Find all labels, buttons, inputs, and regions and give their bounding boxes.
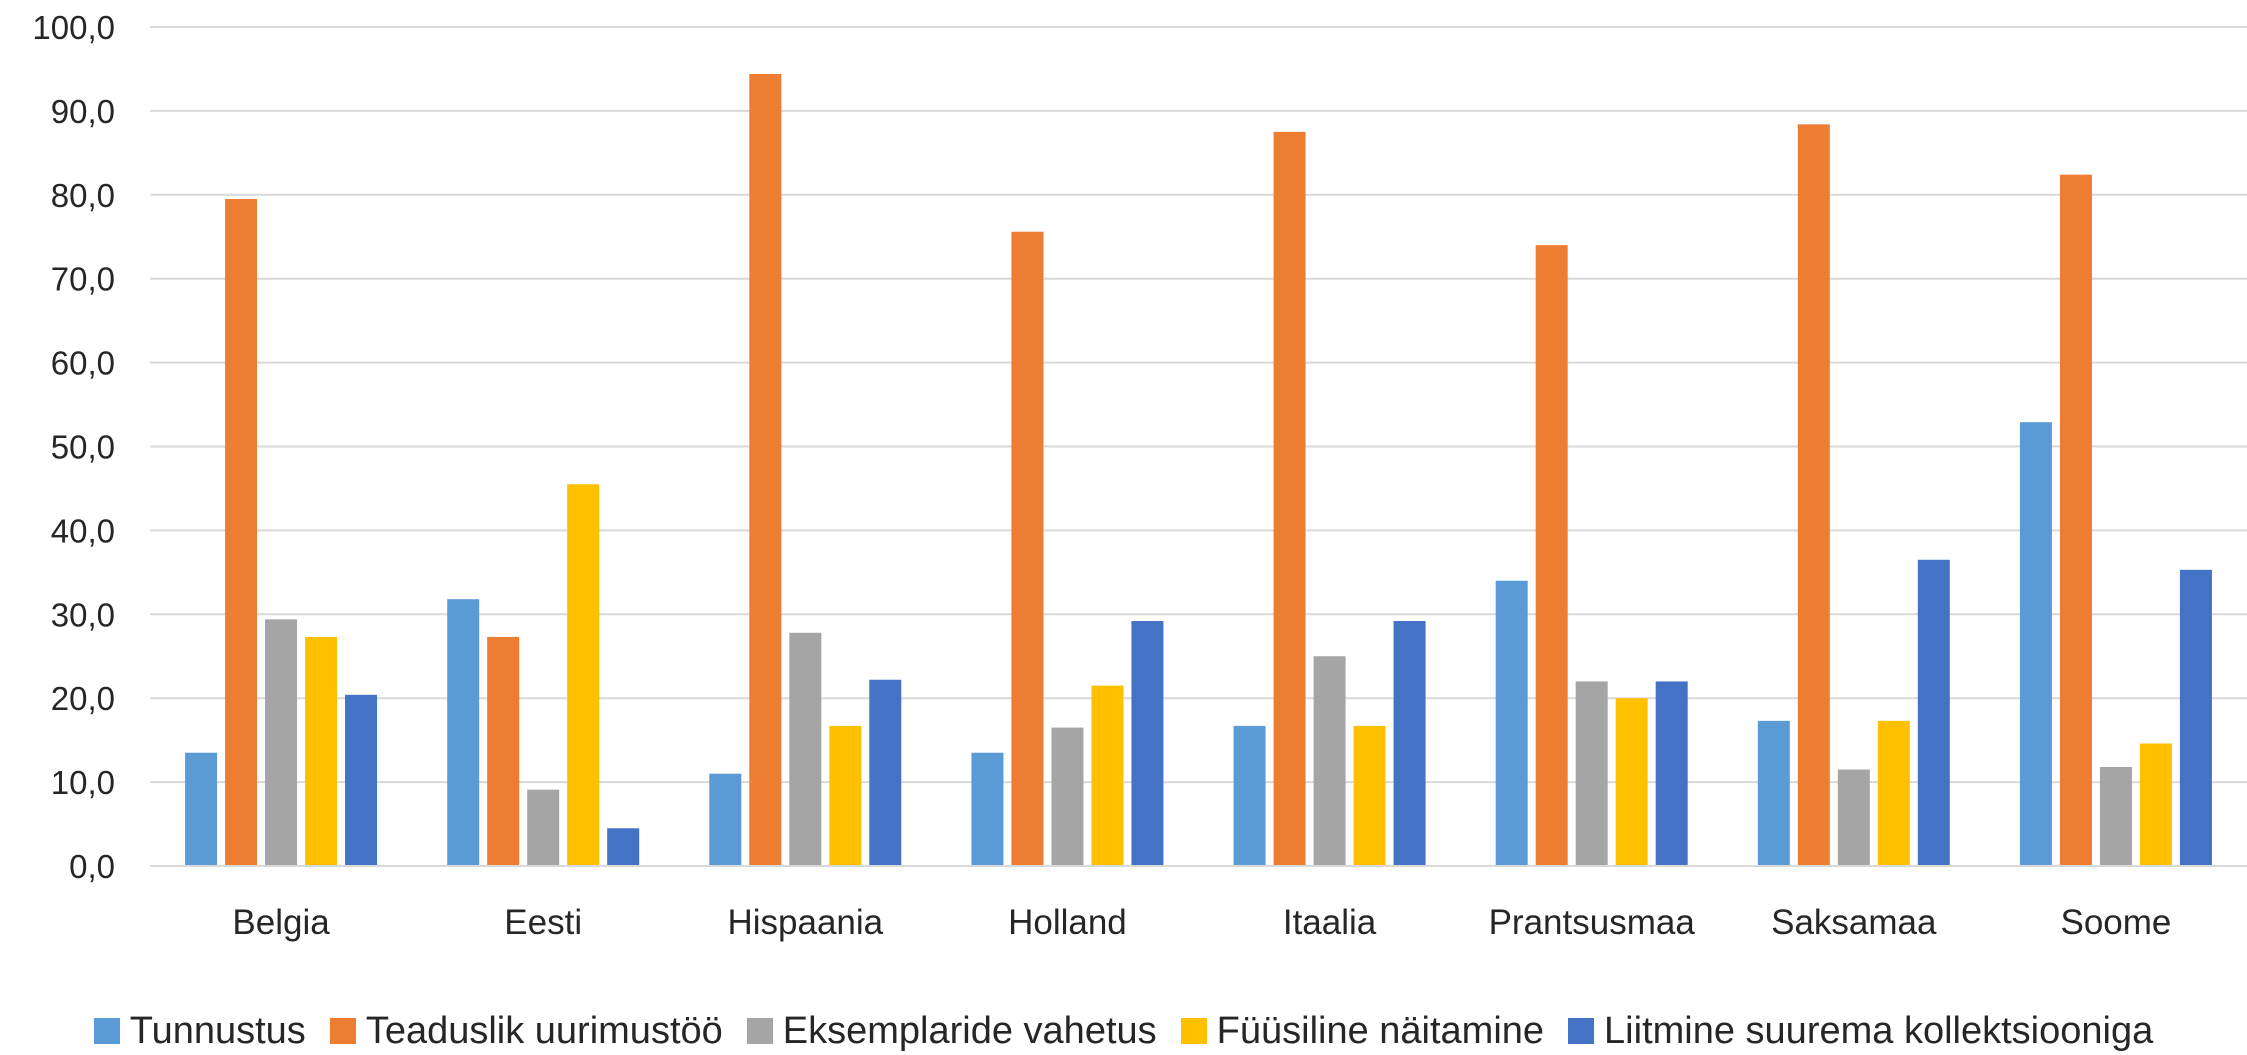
legend-label: Füüsiline näitamine xyxy=(1216,1009,1545,1052)
x-category-label: Itaalia xyxy=(1283,903,1377,942)
y-tick-label: 50,0 xyxy=(51,429,115,466)
x-category-label: Soome xyxy=(2060,903,2171,942)
bar xyxy=(345,694,378,866)
bar xyxy=(265,619,298,866)
y-tick-label: 90,0 xyxy=(51,93,115,130)
legend-swatch xyxy=(93,1018,120,1044)
bar xyxy=(2099,766,2132,866)
bar xyxy=(447,599,480,866)
bar xyxy=(1797,124,1830,867)
y-tick-label: 30,0 xyxy=(51,596,115,633)
legend-label: Eksemplaride vahetus xyxy=(782,1009,1157,1052)
y-axis-ticks: 0,0 10,0 20,0 30,0 40,0 50,0 60,0 70,0 80,0 90,0 1… xyxy=(32,9,115,885)
y-tick-label: 60,0 xyxy=(51,345,115,382)
bar xyxy=(1535,245,1568,866)
bars xyxy=(185,73,2212,867)
legend-label: Liitmine suurema kollektsiooniga xyxy=(1604,1009,2154,1052)
legend-label: Tunnustus xyxy=(129,1009,306,1052)
bar xyxy=(1877,720,1910,866)
legend-item: Liitmine suurema kollektsiooniga xyxy=(1568,1010,2153,1053)
bar xyxy=(1313,656,1346,866)
bar xyxy=(1091,685,1124,866)
bar xyxy=(607,828,640,866)
bar xyxy=(185,752,218,866)
bar xyxy=(709,773,742,866)
legend-swatch xyxy=(329,1018,356,1044)
bar-chart: 0,0 10,0 20,0 30,0 40,0 50,0 60,0 70,0 80,0 90,0 1… xyxy=(32,9,2247,942)
bar xyxy=(1233,725,1266,866)
y-tick-label: 100,0 xyxy=(32,9,115,46)
bar xyxy=(749,73,782,866)
bar xyxy=(2059,174,2092,866)
bar xyxy=(487,636,520,866)
bar xyxy=(829,725,862,866)
bar xyxy=(567,484,600,866)
x-category-label: Holland xyxy=(1008,903,1127,942)
x-category-label: Eesti xyxy=(504,903,582,942)
bar xyxy=(1655,681,1688,866)
x-category-label: Belgia xyxy=(232,903,330,942)
legend-item: Teaduslik uurimustöö xyxy=(329,1009,723,1053)
y-tick-label: 10,0 xyxy=(51,764,115,801)
legend-item: Tunnustus xyxy=(93,1009,306,1053)
x-category-label: Hispaania xyxy=(727,903,883,942)
bar xyxy=(1011,231,1044,866)
bar xyxy=(527,789,560,866)
bar xyxy=(2139,743,2172,866)
bar xyxy=(305,636,338,866)
bar xyxy=(869,679,902,866)
bar xyxy=(971,752,1004,866)
bar xyxy=(2179,569,2212,866)
bar xyxy=(1615,698,1648,866)
bar xyxy=(1051,727,1084,866)
bar xyxy=(1837,769,1870,866)
x-category-label: Prantsusmaa xyxy=(1489,903,1696,942)
bar xyxy=(1353,725,1386,866)
legend-swatch xyxy=(746,1018,773,1044)
bar xyxy=(789,632,822,866)
y-tick-label: 70,0 xyxy=(51,261,115,298)
legend-swatch xyxy=(1180,1018,1207,1044)
x-category-label: Saksamaa xyxy=(1771,903,1937,942)
y-tick-label: 40,0 xyxy=(51,512,115,549)
bar xyxy=(1273,131,1306,866)
legend-swatch xyxy=(1568,1018,1595,1044)
legend-item: Eksemplaride vahetus xyxy=(746,1009,1157,1053)
bar xyxy=(1575,681,1608,866)
bar xyxy=(1917,559,1950,866)
legend: Tunnustus Teaduslik uurimustöö Eksemplarid… xyxy=(0,1008,2247,1054)
y-tick-label: 20,0 xyxy=(51,680,115,717)
bar xyxy=(2019,422,2052,866)
bar xyxy=(1757,720,1790,866)
legend-label: Teaduslik uurimustöö xyxy=(365,1009,723,1052)
bar xyxy=(1495,580,1528,866)
y-tick-label: 80,0 xyxy=(51,177,115,214)
bar xyxy=(1131,621,1164,866)
bar xyxy=(1393,621,1426,866)
bar xyxy=(225,198,258,866)
legend-item: Füüsiline näitamine xyxy=(1180,1009,1545,1053)
y-tick-label: 0,0 xyxy=(69,848,115,885)
x-axis-labels: Belgia Eesti Hispaania Holland Itaalia Prants… xyxy=(232,903,2171,942)
